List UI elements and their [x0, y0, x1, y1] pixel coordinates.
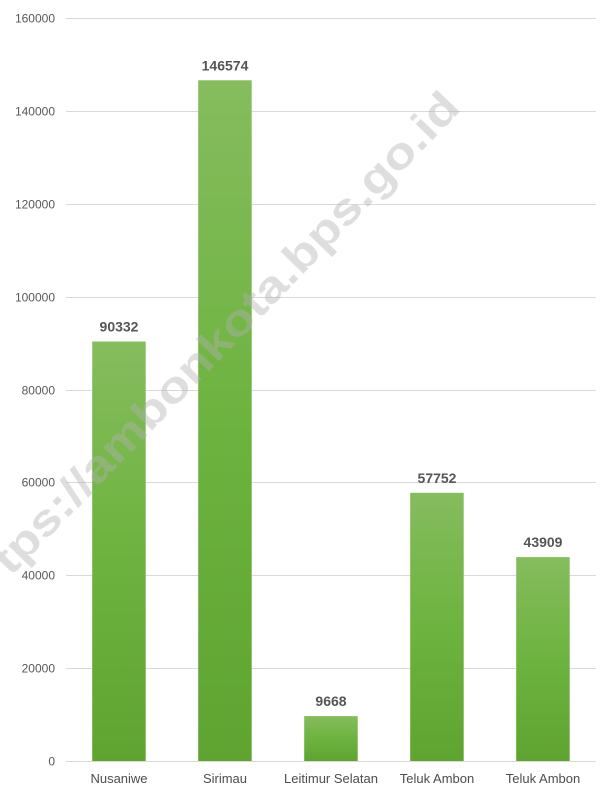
- x-tick-label: Teluk Ambon: [506, 771, 580, 786]
- bars: [92, 80, 570, 762]
- data-label: 9668: [315, 693, 346, 709]
- bar-5: [516, 557, 570, 761]
- x-axis-category-labels: Nusaniwe Sirimau Leitimur Selatan Teluk Amb…: [90, 771, 580, 786]
- data-label: 146574: [202, 57, 249, 73]
- y-tick-label: 160000: [15, 12, 55, 26]
- y-axis-tick-labels: 0 20000 40000 60000 80000 100000 120000 140000 1…: [15, 12, 55, 769]
- data-label: 90332: [100, 319, 139, 335]
- y-tick-label: 140000: [15, 105, 55, 119]
- x-tick-label: Sirimau: [203, 771, 247, 786]
- bar-4: [410, 492, 464, 761]
- y-tick-label: 100000: [15, 291, 55, 305]
- data-labels: 90332 146574 9668 57752 43909: [100, 57, 563, 709]
- y-tick-label: 120000: [15, 198, 55, 212]
- bar-2: [198, 80, 252, 762]
- data-label: 43909: [524, 534, 563, 550]
- y-tick-label: 20000: [22, 662, 56, 676]
- y-tick-label: 80000: [22, 384, 56, 398]
- gridlines: [66, 18, 596, 762]
- x-tick-label: Leitimur Selatan: [284, 771, 378, 786]
- x-tick-label: Teluk Ambon: [400, 771, 474, 786]
- bar-1: [92, 341, 146, 761]
- y-tick-label: 0: [48, 755, 55, 769]
- y-tick-label: 60000: [22, 476, 56, 490]
- bar-3: [304, 716, 358, 761]
- y-tick-label: 40000: [22, 569, 56, 583]
- data-label: 57752: [418, 470, 457, 486]
- x-tick-label: Nusaniwe: [90, 771, 147, 786]
